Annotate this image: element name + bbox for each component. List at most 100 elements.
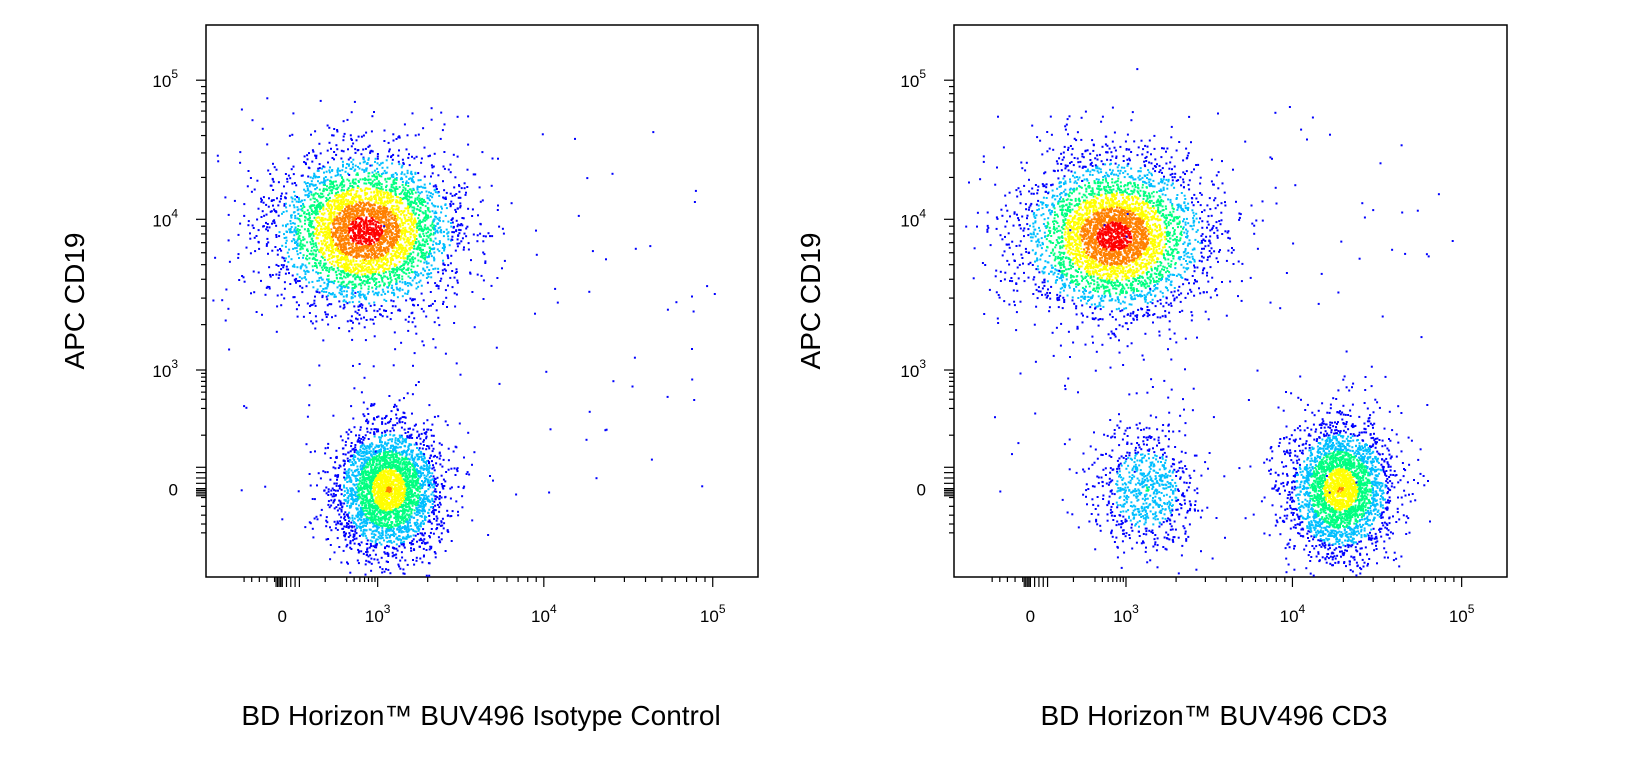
event-dot <box>382 215 385 218</box>
event-dot <box>336 478 338 481</box>
event-dot <box>357 242 360 245</box>
event-dot <box>333 226 336 229</box>
event-dot <box>329 211 332 214</box>
event-dot <box>266 237 269 240</box>
event-dot <box>371 286 374 289</box>
event-dot <box>342 180 345 183</box>
event-dot <box>383 205 386 208</box>
event-dot <box>224 196 227 199</box>
event-dot <box>367 187 369 190</box>
event-dot <box>381 161 384 164</box>
event-dot <box>309 190 312 193</box>
event-dot <box>431 450 434 453</box>
event-dot <box>412 181 415 184</box>
event-dot <box>385 300 388 302</box>
event-dot <box>431 302 434 305</box>
event-dot <box>484 260 487 263</box>
event-dot <box>387 268 390 271</box>
event-dot <box>353 182 355 185</box>
event-dot <box>406 219 409 221</box>
event-dot <box>378 265 381 268</box>
event-dot <box>423 175 426 178</box>
event-dot <box>361 268 363 271</box>
event-dot <box>417 225 420 228</box>
event-dot <box>443 151 446 153</box>
event-dot <box>310 233 312 236</box>
event-dot <box>395 224 398 227</box>
event-dot <box>320 228 322 230</box>
event-dot <box>363 224 366 227</box>
event-dot <box>385 191 388 194</box>
event-dot <box>364 246 367 249</box>
event-dot <box>434 184 437 187</box>
event-dot <box>401 295 404 298</box>
event-dot <box>401 183 404 186</box>
event-dot <box>380 175 383 178</box>
event-dot <box>371 273 374 276</box>
event-dot <box>424 210 427 212</box>
event-dot <box>437 536 440 539</box>
event-dot <box>376 463 379 466</box>
event-dot <box>387 233 390 236</box>
event-dot <box>383 309 385 312</box>
event-dot <box>428 269 431 271</box>
event-dot <box>374 235 377 237</box>
event-dot <box>341 204 344 207</box>
event-dot <box>358 233 361 236</box>
event-dot <box>396 446 399 449</box>
event-dot <box>319 218 322 221</box>
event-dot <box>449 204 452 207</box>
event-dot <box>392 224 395 227</box>
event-dot <box>435 185 438 188</box>
event-dot <box>352 248 355 251</box>
event-dot <box>357 551 360 554</box>
event-dot <box>304 190 307 193</box>
event-dot <box>357 165 359 168</box>
event-dot <box>340 246 342 249</box>
event-dot <box>319 201 322 204</box>
event-dot <box>268 287 271 290</box>
event-dot <box>361 207 364 209</box>
event-dot <box>402 264 405 267</box>
event-dot <box>471 208 474 211</box>
event-dot <box>455 230 458 233</box>
event-dot <box>434 215 437 218</box>
event-dot <box>400 192 403 195</box>
event-dot <box>328 234 331 237</box>
event-dot <box>450 222 452 224</box>
event-dot <box>314 258 317 261</box>
event-dot <box>386 315 389 318</box>
event-dot <box>314 265 316 267</box>
event-dot <box>315 198 318 201</box>
event-dot <box>476 240 479 243</box>
event-dot <box>322 205 325 208</box>
event-dot <box>442 244 445 247</box>
event-dot <box>326 241 329 244</box>
event-dot <box>387 245 390 248</box>
event-dot <box>402 509 404 512</box>
event-dot <box>331 243 334 246</box>
event-dot <box>433 247 436 250</box>
event-dot <box>382 258 384 261</box>
event-dot <box>389 192 392 195</box>
event-dot <box>324 242 327 245</box>
event-dot <box>409 236 412 239</box>
event-dot <box>399 309 402 312</box>
event-dot <box>432 475 435 478</box>
event-dot <box>312 269 314 272</box>
event-dot <box>322 208 325 211</box>
event-dot <box>380 445 383 448</box>
event-dot <box>380 249 383 252</box>
event-dot <box>335 153 338 156</box>
event-dot <box>424 257 427 259</box>
event-dot <box>307 196 310 198</box>
event-dot <box>461 237 464 240</box>
event-dot <box>416 248 419 251</box>
event-dot <box>310 237 313 240</box>
event-dot <box>366 445 369 448</box>
event-dot <box>298 237 301 240</box>
event-dot <box>373 178 376 181</box>
event-dot <box>355 285 358 288</box>
event-dot <box>360 287 363 290</box>
event-dot <box>399 224 402 227</box>
